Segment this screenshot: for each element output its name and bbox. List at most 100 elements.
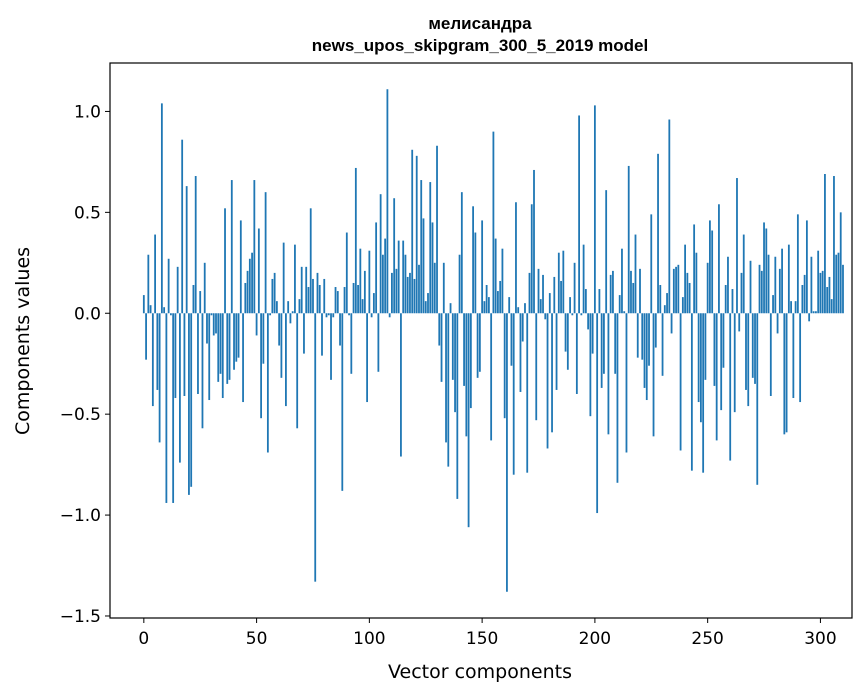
bar (796, 214, 799, 314)
y-axis-ticks: −1.5 −1.0 −0.5 0.0 0.5 1.0 (60, 102, 110, 627)
bar (591, 313, 594, 354)
bar (341, 313, 344, 491)
bar (544, 313, 547, 320)
bar (573, 262, 576, 314)
bar (760, 270, 763, 314)
bar (528, 272, 531, 314)
bar (494, 238, 497, 314)
bar (510, 313, 513, 366)
bar (749, 260, 752, 314)
bar (190, 313, 193, 487)
bar (582, 244, 585, 314)
bar (636, 313, 639, 358)
bar (424, 301, 427, 314)
bar (539, 299, 542, 314)
bar (490, 313, 493, 441)
bar (219, 313, 222, 374)
x-tick-label: 150 (466, 629, 498, 649)
bar (458, 254, 461, 314)
bar (713, 313, 716, 386)
bar (605, 190, 608, 314)
bar (463, 313, 465, 386)
bar (472, 206, 474, 314)
bar (837, 252, 840, 314)
bar (623, 311, 626, 314)
bar (221, 313, 224, 399)
bar (332, 313, 335, 318)
bar (239, 220, 242, 314)
bar (312, 278, 314, 314)
bars-group (142, 89, 844, 592)
bar (580, 313, 583, 316)
bar (386, 89, 389, 314)
bar (630, 270, 632, 314)
bar (454, 313, 456, 413)
bar (289, 313, 292, 324)
bar (632, 282, 635, 314)
bar (533, 169, 535, 314)
bar (542, 274, 544, 314)
bar (659, 285, 662, 314)
bar (833, 176, 835, 314)
bar (727, 256, 729, 314)
bar (151, 313, 154, 407)
y-tick-label: −0.5 (60, 405, 101, 425)
bar (792, 313, 795, 399)
bar (783, 313, 786, 435)
bar (754, 313, 756, 384)
bar (438, 313, 441, 346)
bar (794, 301, 797, 314)
bar (596, 313, 599, 514)
bar (661, 313, 664, 376)
bar (294, 244, 296, 314)
bar (418, 264, 420, 314)
bar (474, 232, 477, 314)
bar (269, 313, 272, 316)
bar (429, 182, 432, 314)
bar (228, 313, 231, 380)
bar (641, 313, 644, 360)
bar (230, 180, 233, 314)
bar (492, 131, 495, 314)
y-tick-label: −1.5 (60, 607, 101, 627)
bar (801, 285, 804, 314)
bar (354, 167, 357, 314)
bar (526, 313, 529, 473)
bar (742, 234, 745, 314)
bar (643, 313, 646, 388)
bar (612, 270, 614, 314)
bar (307, 287, 310, 314)
bar (372, 293, 375, 314)
bar (519, 313, 522, 392)
bar (352, 282, 355, 314)
bar (212, 313, 215, 336)
bar (303, 313, 305, 354)
bar (427, 293, 429, 314)
bar (756, 313, 759, 485)
bar (242, 313, 244, 403)
bar (305, 266, 308, 314)
bar (575, 313, 578, 394)
bar (172, 313, 175, 503)
bar (774, 256, 777, 314)
bar (393, 198, 396, 314)
bar (787, 244, 790, 314)
bar (695, 252, 698, 314)
bar (377, 313, 380, 372)
bar (688, 282, 691, 314)
bar (720, 313, 723, 411)
bar (163, 307, 166, 314)
bar (422, 218, 425, 314)
y-axis-label: Components values (12, 247, 34, 435)
bar (625, 313, 628, 453)
bar (722, 313, 725, 368)
bar (589, 313, 592, 417)
bar (738, 313, 741, 332)
bar (300, 266, 303, 314)
bar (672, 268, 675, 314)
bar (769, 313, 772, 396)
bar (584, 289, 587, 314)
bar (765, 228, 768, 314)
bar (483, 301, 486, 314)
